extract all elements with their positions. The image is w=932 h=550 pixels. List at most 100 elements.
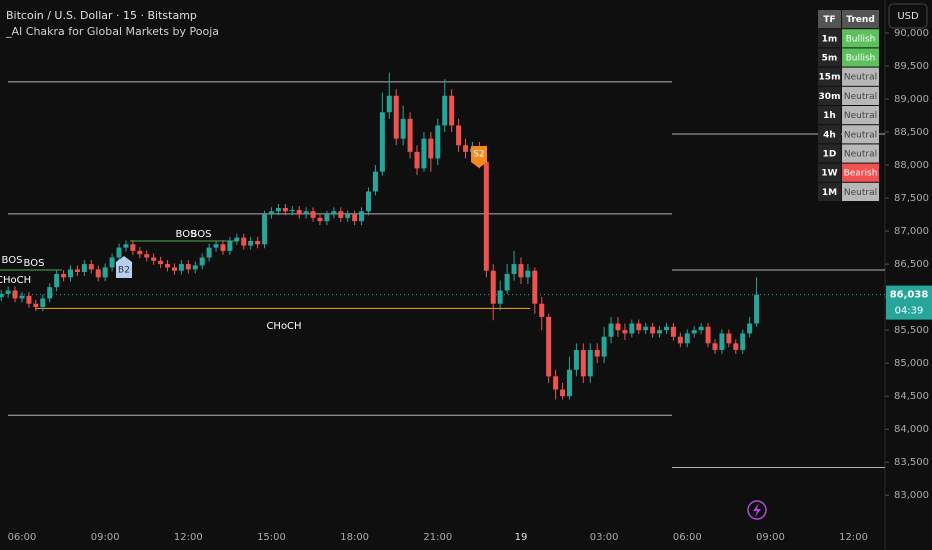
candle-body [400,118,406,139]
candle-body [414,151,420,169]
table-text: 15m [819,73,841,83]
table-cell [818,29,841,48]
candle-body [130,244,136,251]
candle-body [594,349,600,357]
table-cell [818,182,841,201]
y-tick-label: 84,500 [894,391,929,402]
table-cell [818,125,841,144]
y-tick-label: 87,500 [894,193,929,204]
table-cell [842,144,879,163]
candle-body [40,298,46,308]
table-text: Neutral [844,73,877,83]
last-price-label: 86,038 [890,290,929,301]
annotation: BOS [191,229,212,240]
annotation: CHoCH [0,275,31,286]
candle-body [213,244,219,248]
table-cell [842,67,879,86]
y-tick-label: 85,500 [894,325,929,336]
candle-body [670,326,676,337]
marker-label: B2 [118,266,130,276]
candle-body [310,211,316,218]
annotation: BOS [24,258,45,269]
candle-body [206,247,212,258]
candle-body [643,326,649,331]
table-text: Neutral [844,188,877,198]
candle-body [109,257,115,268]
table-cell [842,106,879,125]
candle-body [151,257,157,261]
candle-body [442,95,448,126]
marker-s2 [471,146,487,168]
table-cell [818,10,841,29]
x-tick-label: 09:00 [756,532,785,543]
marker-label: S2 [473,150,484,160]
currency-label: USD [897,11,919,22]
table-cell [818,144,841,163]
table-cell [818,86,841,105]
candle-body [449,95,455,126]
x-tick-label: 19 [515,532,528,543]
candle-body [698,326,704,331]
x-tick-label: 06:00 [8,532,37,543]
candle-body [144,254,150,258]
candle-body [407,118,413,152]
candle-body [178,264,184,271]
table-cell [818,106,841,125]
candle-body [102,267,108,278]
candle-body [248,240,254,246]
candle-body [705,326,711,344]
table-cell [842,86,879,105]
candle-body [352,214,358,222]
candle-body [331,211,337,215]
table-cell [842,163,879,182]
candle-body [428,138,434,159]
candle-body [241,237,247,246]
candle-body [289,209,295,212]
table-text: 1h [823,111,836,121]
candle-body [497,290,503,304]
table-cell [842,125,879,144]
candle-body [227,240,233,251]
x-tick-label: 03:00 [590,532,619,543]
table-cell [842,182,879,201]
table-text: Trend [846,15,875,25]
candle-body [26,295,32,304]
candle-body [345,214,351,218]
candle-body [234,237,240,241]
candle-body [275,207,281,212]
marker-b2 [116,256,132,278]
candle-body [657,330,663,334]
currency-button[interactable] [888,3,928,29]
candle-body [366,191,371,212]
candle-body [81,264,87,273]
table-text: Bullish [846,54,876,64]
x-tick-label: 18:00 [340,532,369,543]
y-tick-label: 84,000 [894,424,929,435]
table-text: 1M [822,188,837,198]
table-text: Neutral [844,92,877,102]
candle-body [296,209,302,215]
table-text: 1m [822,34,838,44]
alert-icon[interactable] [747,500,767,520]
candle-body [483,161,489,271]
candle-body [19,295,25,299]
candle-body [532,270,538,304]
candle-body [636,323,642,331]
x-tick-label: 09:00 [91,532,120,543]
candle-body [324,214,330,222]
candle-body [573,349,579,370]
y-tick-label: 88,500 [894,127,929,138]
table-text: Bearish [844,169,878,179]
candle-body [262,214,268,245]
table-text: 30m [819,92,841,102]
candle-body [12,290,18,299]
candle-body [171,267,177,271]
candle-body [629,323,635,334]
candle-body [684,333,690,344]
candle-body [393,95,399,139]
candle-body [0,293,4,298]
y-tick-label: 89,000 [894,94,929,105]
y-tick-label: 83,500 [894,457,929,468]
table-text: 1D [823,150,837,160]
